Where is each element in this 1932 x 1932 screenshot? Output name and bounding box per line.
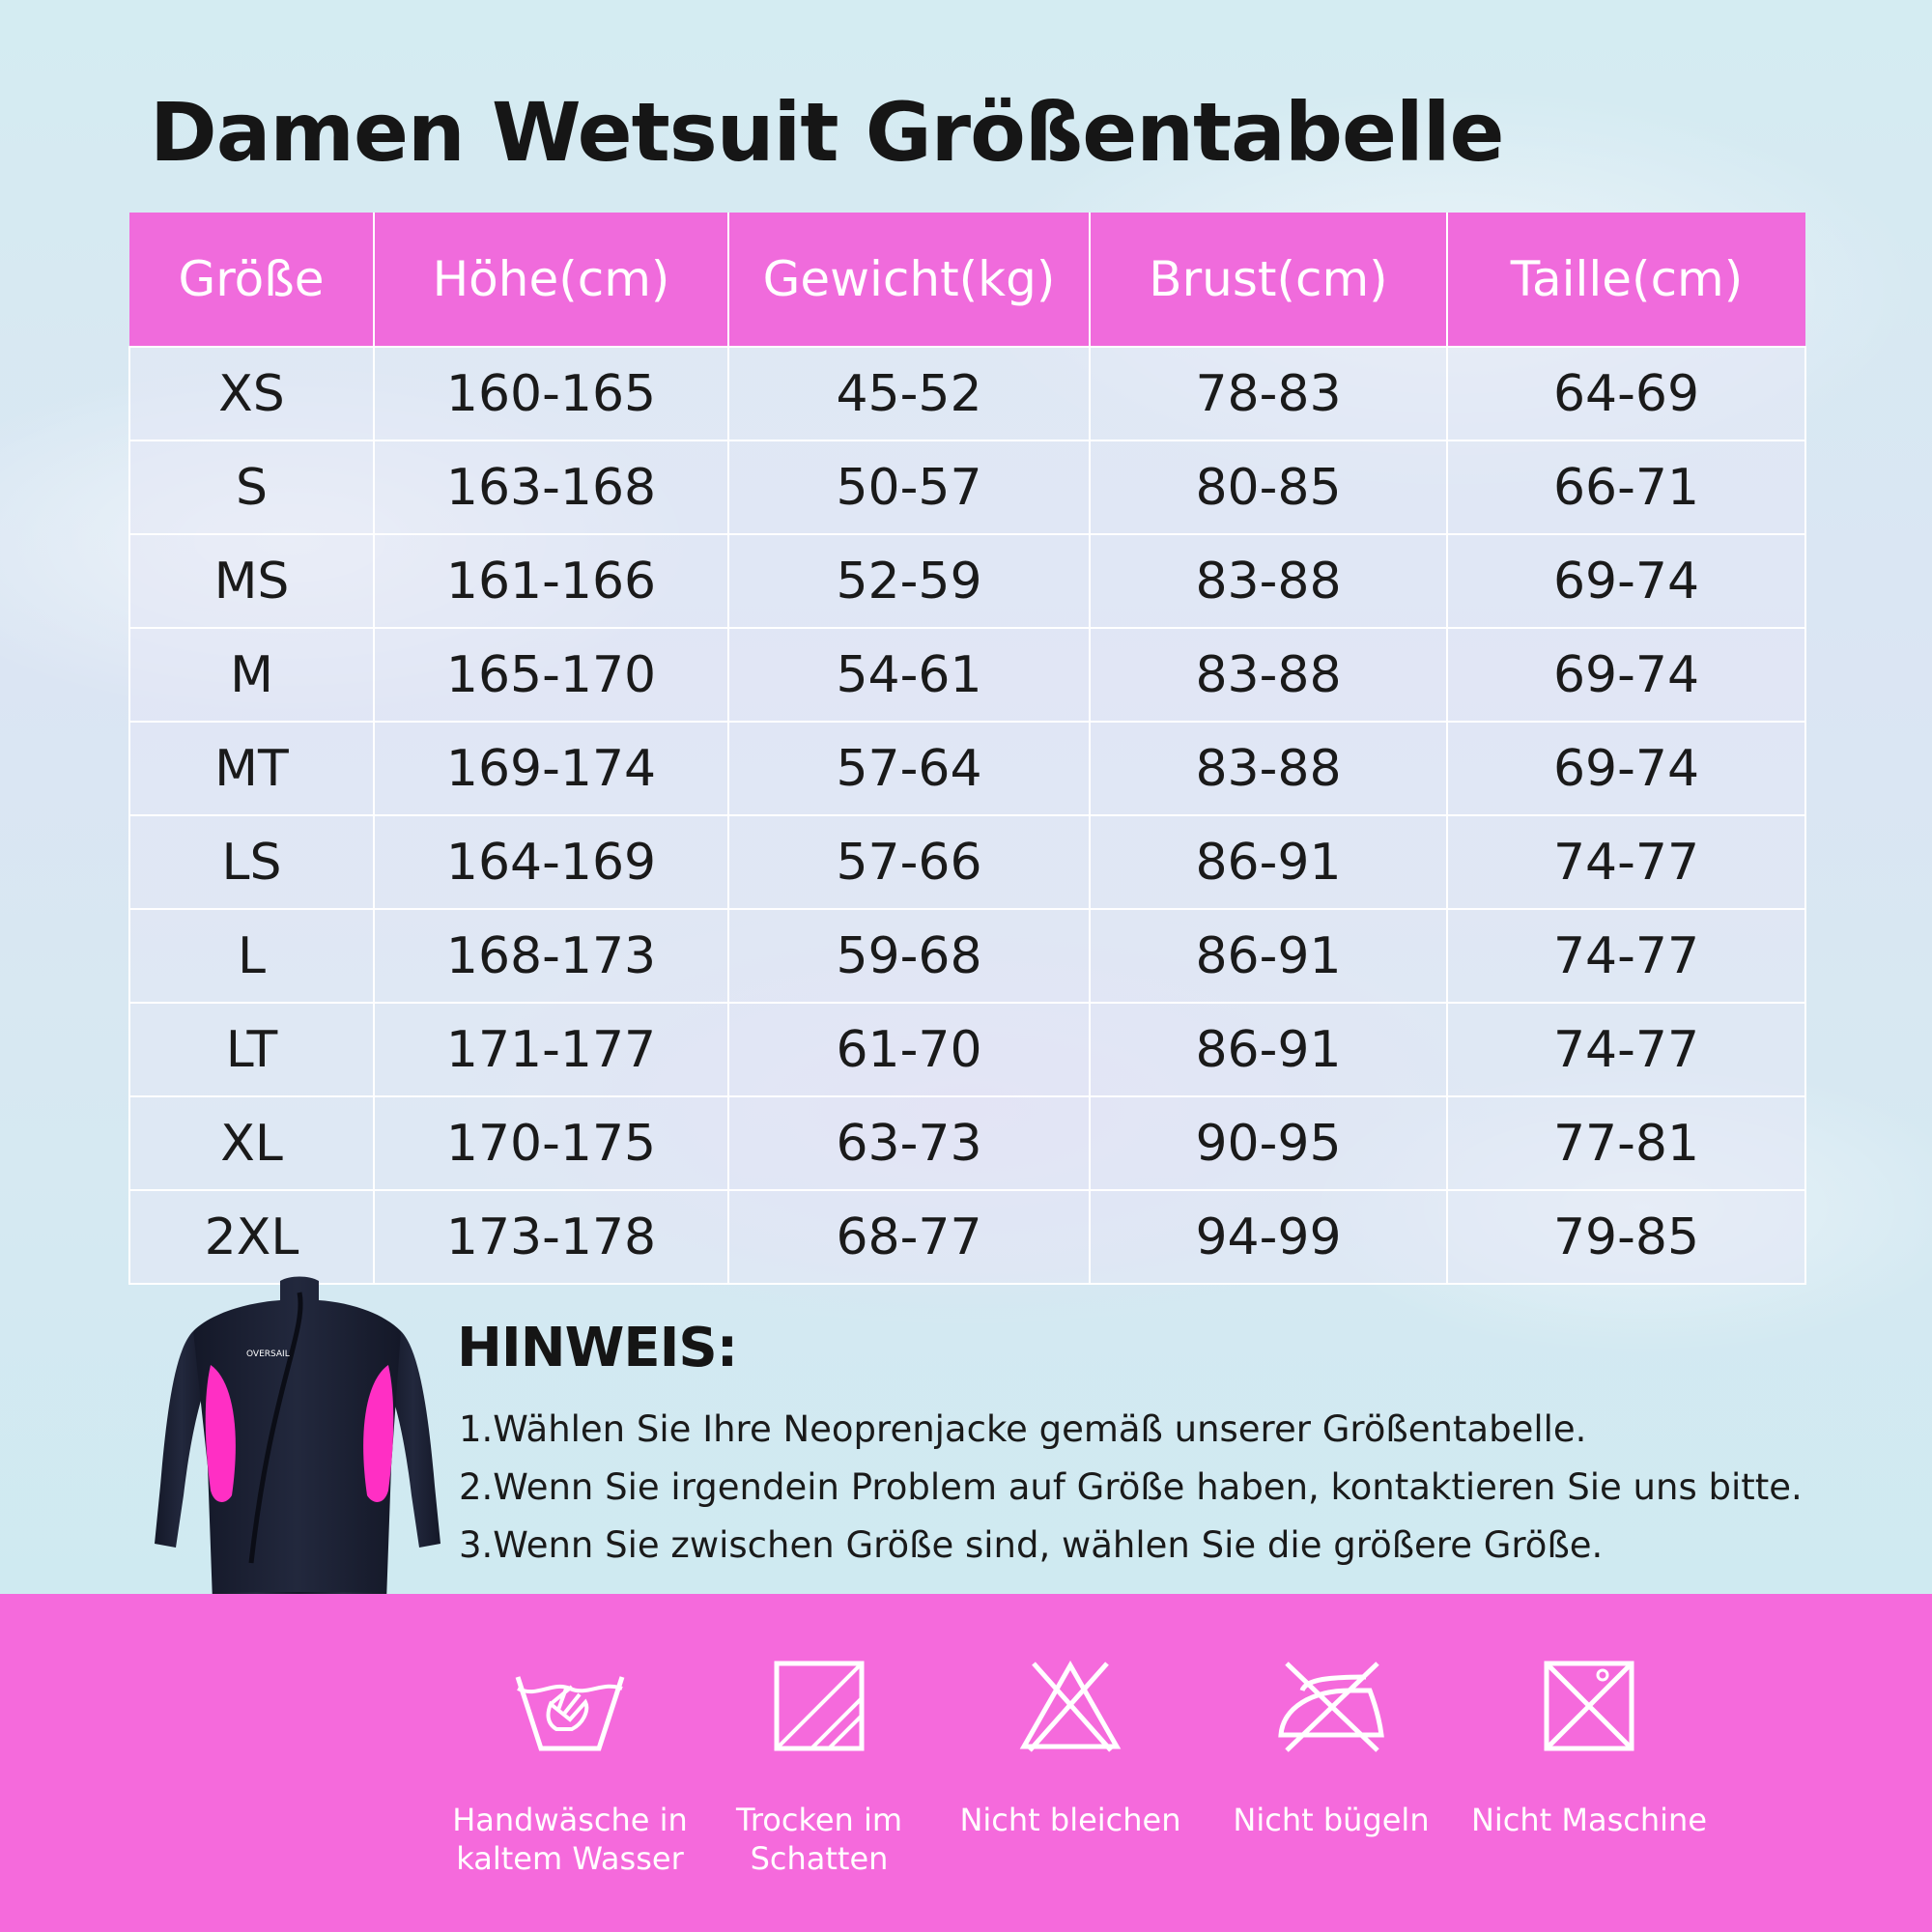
table-cell: 164-169 — [373, 814, 729, 910]
table-cell: 74-77 — [1446, 908, 1806, 1004]
care-label: Trocken im Schatten — [735, 1802, 903, 1877]
table-cell: S — [128, 440, 375, 535]
table-cell: 86-91 — [1089, 814, 1448, 910]
header-weight: Gewicht(kg) — [727, 213, 1091, 347]
table-cell: 163-168 — [373, 440, 729, 535]
table-cell: 74-77 — [1446, 1002, 1806, 1097]
table-cell: MT — [128, 721, 375, 816]
table-cell: 68-77 — [727, 1189, 1091, 1285]
table-cell: 57-66 — [727, 814, 1091, 910]
table-cell: 86-91 — [1089, 908, 1448, 1004]
table-cell: 59-68 — [727, 908, 1091, 1004]
table-cell: 78-83 — [1089, 346, 1448, 441]
table-cell: 80-85 — [1089, 440, 1448, 535]
table-body: XS 160-165 45-52 78-83 64-69 S 163-168 50-57 80-… — [128, 346, 1806, 1285]
table-cell: 165-170 — [373, 627, 729, 723]
table-cell: L — [128, 908, 375, 1004]
table-cell: 69-74 — [1446, 721, 1806, 816]
table-cell: 160-165 — [373, 346, 729, 441]
table-cell: 64-69 — [1446, 346, 1806, 441]
table-cell: 69-74 — [1446, 627, 1806, 723]
table-cell: 83-88 — [1089, 627, 1448, 723]
table-row: L 168-173 59-68 86-91 74-77 — [128, 908, 1806, 1004]
table-cell: 69-74 — [1446, 533, 1806, 629]
table-row: 2XL 173-178 68-77 94-99 79-85 — [128, 1189, 1806, 1285]
table-row: XS 160-165 45-52 78-83 64-69 — [128, 346, 1806, 441]
table-cell: 66-71 — [1446, 440, 1806, 535]
table-cell: 171-177 — [373, 1002, 729, 1097]
table-cell: 173-178 — [373, 1189, 729, 1285]
table-cell: 170-175 — [373, 1095, 729, 1191]
table-row: S 163-168 50-57 80-85 66-71 — [128, 440, 1806, 535]
table-cell: XS — [128, 346, 375, 441]
table-cell: 86-91 — [1089, 1002, 1448, 1097]
care-label: Nicht Maschine — [1470, 1802, 1708, 1838]
table-cell: 83-88 — [1089, 721, 1448, 816]
care-item-dry-shade: Trocken im Schatten — [694, 1660, 945, 1878]
table-cell: 61-70 — [727, 1002, 1091, 1097]
header-height: Höhe(cm) — [373, 213, 729, 347]
no-iron-icon — [1278, 1662, 1384, 1752]
table-cell: 94-99 — [1089, 1189, 1448, 1285]
header-waist: Taille(cm) — [1446, 213, 1805, 347]
table-cell: XL — [128, 1095, 375, 1191]
table-cell: LS — [128, 814, 375, 910]
table-cell: 168-173 — [373, 908, 729, 1004]
care-label: Nicht bügeln — [1233, 1802, 1430, 1838]
care-item-no-iron: Nicht bügeln — [1206, 1660, 1457, 1839]
hand-wash-icon — [515, 1676, 625, 1751]
table-cell: 50-57 — [727, 440, 1091, 535]
care-label: Handwäsche in kaltem Wasser — [452, 1802, 688, 1877]
table-cell: 74-77 — [1446, 814, 1806, 910]
table-row: XL 170-175 63-73 90-95 77-81 — [128, 1095, 1806, 1191]
care-item-hand-wash: Handwäsche in kaltem Wasser — [444, 1660, 696, 1878]
note-heading: HINWEIS: — [457, 1317, 738, 1379]
no-machine-wash-icon — [1544, 1661, 1634, 1751]
page-title: Damen Wetsuit Größentabelle — [150, 85, 1504, 180]
table-cell: 90-95 — [1089, 1095, 1448, 1191]
table-cell: 63-73 — [727, 1095, 1091, 1191]
care-label: Nicht bleichen — [959, 1802, 1181, 1838]
note-item: 1.Wählen Sie Ihre Neoprenjacke gemäß uns… — [459, 1408, 1587, 1450]
size-chart-table: Größe Höhe(cm) Gewicht(kg) Brust(cm) Tai… — [128, 213, 1806, 1285]
table-row: LT 171-177 61-70 86-91 74-77 — [128, 1002, 1806, 1097]
no-bleach-icon — [1019, 1660, 1122, 1752]
header-size: Größe — [129, 213, 375, 347]
table-cell: 54-61 — [727, 627, 1091, 723]
table-cell: 2XL — [128, 1189, 375, 1285]
table-cell: 79-85 — [1446, 1189, 1806, 1285]
table-cell: 77-81 — [1446, 1095, 1806, 1191]
dry-in-shade-icon — [774, 1661, 865, 1751]
care-instructions-band — [0, 1594, 1932, 1932]
table-row: MS 161-166 52-59 83-88 69-74 — [128, 533, 1806, 629]
table-row: MT 169-174 57-64 83-88 69-74 — [128, 721, 1806, 816]
table-cell: LT — [128, 1002, 375, 1097]
header-chest: Brust(cm) — [1089, 213, 1448, 347]
care-item-no-machine: Nicht Maschine — [1463, 1660, 1715, 1839]
table-cell: 45-52 — [727, 346, 1091, 441]
table-cell: 57-64 — [727, 721, 1091, 816]
note-item: 2.Wenn Sie irgendein Problem auf Größe h… — [459, 1466, 1803, 1508]
table-row: LS 164-169 57-66 86-91 74-77 — [128, 814, 1806, 910]
care-item-no-bleach: Nicht bleichen — [945, 1660, 1196, 1839]
table-row: M 165-170 54-61 83-88 69-74 — [128, 627, 1806, 723]
notes-list: 1.Wählen Sie Ihre Neoprenjacke gemäß uns… — [459, 1401, 1803, 1575]
table-header-row: Größe Höhe(cm) Gewicht(kg) Brust(cm) Tai… — [129, 213, 1805, 347]
table-cell: MS — [128, 533, 375, 629]
table-cell: 169-174 — [373, 721, 729, 816]
table-cell: 52-59 — [727, 533, 1091, 629]
brand-logo: OVERSAIL — [246, 1350, 290, 1359]
table-cell: M — [128, 627, 375, 723]
table-cell: 161-166 — [373, 533, 729, 629]
table-cell: 83-88 — [1089, 533, 1448, 629]
note-item: 3.Wenn Sie zwischen Größe sind, wählen S… — [459, 1524, 1604, 1566]
